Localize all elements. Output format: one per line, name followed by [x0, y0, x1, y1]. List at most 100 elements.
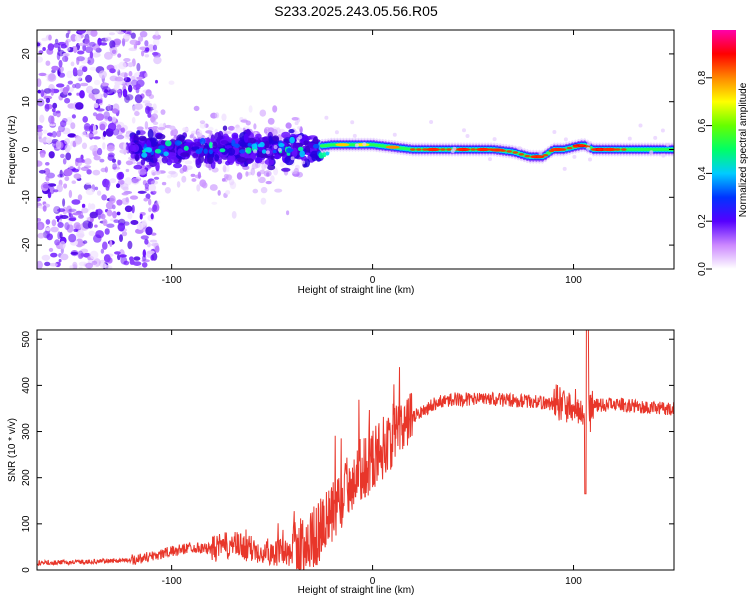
spectrogram-noise-cell — [68, 217, 77, 221]
spectrogram-noise-cell — [82, 240, 88, 244]
spectrogram-noise-cell — [296, 137, 301, 141]
spectrogram-noise-cell — [138, 168, 147, 176]
spectrogram-noise-cell — [119, 149, 128, 154]
spectrogram-noise-cell — [190, 173, 196, 177]
spectrogram-noise-cell — [153, 190, 158, 194]
spectrogram-peak-cell — [566, 146, 573, 150]
snr-y-tick-label: 500 — [21, 330, 32, 347]
spectrogram-noise-cell — [127, 240, 133, 250]
spectrogram-noise-cell — [89, 51, 94, 59]
spectrogram-noise-cell — [352, 133, 357, 138]
spectrogram-noise-cell — [37, 232, 45, 239]
spectrogram-noise-cell — [116, 124, 122, 131]
spectrogram-noise-cell — [114, 76, 124, 82]
spectrogram-noise-cell — [64, 222, 70, 231]
spectrogram-noise-cell — [143, 197, 149, 202]
spectrogram-noise-cell — [263, 170, 272, 177]
spectrogram-peak-cell — [512, 151, 519, 154]
spectrogram-noise-cell — [144, 54, 150, 58]
spectrogram-noise-cell — [260, 197, 267, 205]
spectrogram-noise-cell — [68, 220, 73, 225]
spectrogram-noise-cell — [92, 124, 97, 133]
spectrogram-peak-cell — [488, 148, 494, 151]
spectrogram-noise-cell — [240, 119, 248, 123]
spectrogram-noise-cell — [73, 173, 82, 179]
spectrogram-noise-cell — [98, 99, 103, 104]
spectrogram-noise-cell — [227, 125, 235, 131]
spectrogram-noise-cell — [89, 211, 99, 219]
spectrogram-band-cell — [271, 135, 280, 142]
spectrogram-peak-cell — [506, 150, 512, 153]
spectrogram-peak-cell — [500, 149, 507, 152]
spectrogram-noise-cell — [154, 170, 161, 176]
spectrogram-noise-cell — [111, 108, 119, 114]
spectrogram-noise-cell — [211, 201, 218, 205]
spectrogram-noise-cell — [562, 166, 567, 171]
spectrogram-noise-cell — [152, 103, 157, 110]
spectrogram-band-cell — [222, 125, 228, 131]
spectrogram-noise-cell — [67, 92, 72, 96]
spectrogram-noise-cell — [270, 175, 275, 183]
spectrogram-noise-cell — [128, 47, 137, 52]
spectrogram-band-cell — [299, 150, 306, 158]
spectrogram-band-cell — [243, 133, 249, 143]
spectrogram-band-cell — [147, 129, 154, 139]
spectrogram-noise-cell — [148, 198, 152, 206]
spectrogram-noise-cell — [88, 202, 92, 211]
spectrogram-noise-cell — [91, 52, 101, 58]
spectrogram-noise-cell — [76, 69, 84, 77]
spectrogram-noise-cell — [50, 252, 58, 258]
spectrogram-peak-cell — [614, 148, 621, 151]
spectrogram-peak-cell — [482, 148, 488, 151]
spectrogram-band-cell — [261, 149, 267, 154]
spectrogram-noise-cell — [71, 114, 76, 119]
spectrogram-noise-cell — [134, 94, 143, 104]
spectrogram-noise-cell — [150, 213, 154, 220]
spectrogram-noise-cell — [58, 72, 66, 78]
spectrogram-peak-cell — [416, 148, 422, 151]
spectrogram-noise-cell — [139, 46, 147, 51]
spectrogram-band-cell — [224, 135, 230, 142]
spectrogram-noise-cell — [45, 60, 51, 66]
spectrogram-band-cell — [150, 150, 154, 155]
spectrogram-noise-cell — [80, 166, 89, 171]
spectrogram-noise-cell — [124, 177, 132, 186]
spectrogram-noise-cell — [58, 259, 62, 263]
spectrogram-band-cell — [250, 153, 256, 159]
spectrogram-noise-cell — [233, 127, 238, 132]
spectrogram-band-cell — [133, 164, 143, 170]
spectrogram-noise-cell — [136, 62, 141, 72]
spectrogram-noise-cell — [48, 247, 54, 252]
spectrogram-peak-cell — [335, 143, 350, 147]
spectrogram-noise-cell — [144, 72, 148, 78]
spectrogram-noise-cell — [37, 128, 43, 132]
spectrogram-noise-cell — [81, 203, 86, 208]
spectrogram-noise-cell — [51, 108, 56, 113]
spectrogram-noise-cell — [150, 254, 155, 261]
spectrogram-noise-cell — [273, 145, 278, 149]
spectrogram-noise-cell — [98, 70, 107, 79]
spectrogram-noise-cell — [653, 135, 658, 140]
spectrogram-noise-cell — [84, 158, 92, 165]
colorbar-tick-label: 0.4 — [697, 166, 708, 180]
spectrogram-noise-cell — [82, 220, 92, 229]
spectrogram-noise-cell — [54, 239, 60, 246]
spectrogram-noise-cell — [147, 107, 152, 115]
spectrogram-noise-cell — [73, 228, 79, 232]
spectrogram-noise-cell — [74, 34, 82, 42]
spectrogram-noise-cell — [59, 169, 63, 178]
spectrogram-noise-cell — [108, 89, 117, 95]
spectrogram-noise-cell — [48, 151, 55, 159]
spectrogram-band-cell — [281, 131, 291, 139]
spectrogram-noise-cell — [362, 142, 367, 147]
spectrogram-noise-cell — [93, 144, 98, 148]
spectrogram-noise-cell — [54, 38, 59, 45]
spectrogram-band-cell — [203, 148, 208, 154]
spectrogram-noise-cell — [138, 36, 144, 42]
spectrogram-peak-cell — [518, 153, 525, 156]
spectrogram-noise-cell — [95, 113, 105, 121]
spectrogram-noise-cell — [45, 97, 51, 104]
spectrogram-band-cell — [264, 158, 275, 166]
spectrogram-band-cell — [173, 163, 182, 169]
spectrogram-noise-cell — [72, 140, 77, 148]
